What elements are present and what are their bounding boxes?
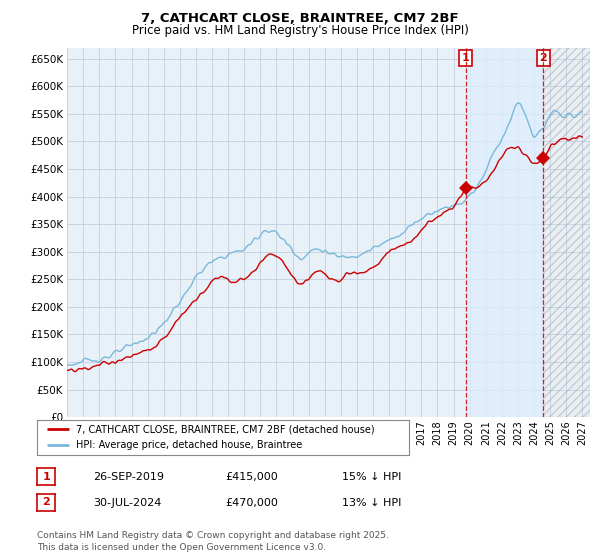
Bar — [466, 48, 544, 417]
Text: 7, CATHCART CLOSE, BRAINTREE, CM7 2BF: 7, CATHCART CLOSE, BRAINTREE, CM7 2BF — [141, 12, 459, 25]
Bar — [544, 48, 590, 417]
Text: Contains HM Land Registry data © Crown copyright and database right 2025.
This d: Contains HM Land Registry data © Crown c… — [37, 531, 389, 552]
Text: HPI: Average price, detached house, Braintree: HPI: Average price, detached house, Brai… — [76, 440, 302, 450]
Text: 13% ↓ HPI: 13% ↓ HPI — [342, 498, 401, 508]
Text: 1: 1 — [43, 472, 50, 482]
Text: 26-SEP-2019: 26-SEP-2019 — [93, 472, 164, 482]
Text: 1: 1 — [462, 53, 470, 63]
Text: £470,000: £470,000 — [225, 498, 278, 508]
Text: 15% ↓ HPI: 15% ↓ HPI — [342, 472, 401, 482]
Text: 2: 2 — [539, 53, 547, 63]
Text: £415,000: £415,000 — [225, 472, 278, 482]
Bar — [544, 48, 590, 417]
Text: 30-JUL-2024: 30-JUL-2024 — [93, 498, 161, 508]
Text: 2: 2 — [43, 497, 50, 507]
Text: 7, CATHCART CLOSE, BRAINTREE, CM7 2BF (detached house): 7, CATHCART CLOSE, BRAINTREE, CM7 2BF (d… — [76, 424, 375, 435]
Text: Price paid vs. HM Land Registry's House Price Index (HPI): Price paid vs. HM Land Registry's House … — [131, 24, 469, 36]
